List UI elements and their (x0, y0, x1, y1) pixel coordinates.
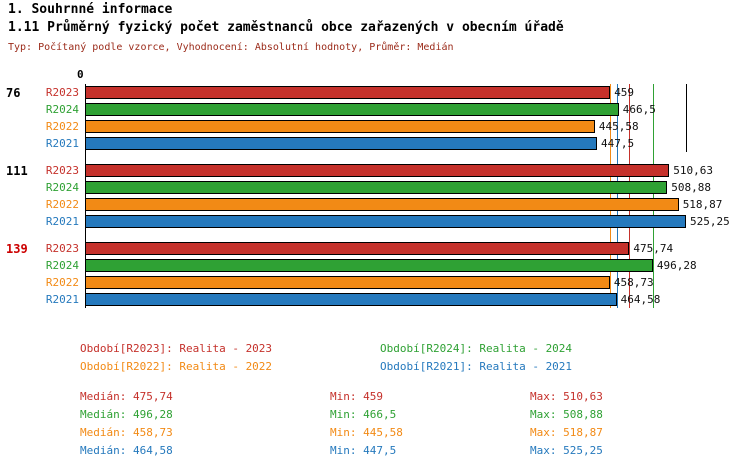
legend-item: Období[R2023]: Realita - 2023 (80, 342, 273, 355)
stat-min: Min: 459 (330, 390, 383, 403)
bar-row: R2024 466,5 (0, 101, 750, 118)
bar-track: 518,87 (85, 196, 722, 213)
bar-row: R2024 508,88 (0, 179, 750, 196)
group-label: 76 (6, 86, 21, 100)
bar-value-label: 447,5 (601, 137, 635, 150)
series-label: R2024 (45, 259, 79, 272)
bar (85, 86, 611, 99)
bar (85, 293, 617, 306)
bar (85, 215, 686, 228)
stat-min: Min: 447,5 (330, 444, 397, 457)
group-label: 111 (6, 164, 28, 178)
y-axis-line (85, 84, 86, 308)
bar (85, 276, 610, 289)
bar-group: 139 R2023 475,74 R2024 496,28 R2022 458,73 R202… (0, 240, 750, 308)
stat-max: Max: 518,87 (530, 426, 603, 439)
bar (85, 259, 653, 272)
bar (85, 242, 630, 255)
series-label: R2024 (45, 103, 79, 116)
group-label: 139 (6, 242, 28, 256)
stats-table: Medián: 475,74 Min: 459 Max: 510,63 Medián:… (80, 390, 603, 457)
bar-track: 510,63 (85, 162, 713, 179)
bar-value-label: 518,87 (682, 198, 723, 211)
bar (85, 198, 679, 211)
bar-value-label: 458,73 (613, 276, 654, 289)
bar-group: 76 R2023 459 R2024 466,5 R2022 445,58 R2021 447,… (0, 84, 750, 152)
bar-track: 458,73 (85, 274, 686, 291)
bar-chart: 0 76 R2023 459 R2024 466,5 R2022 445,58 R2021 44… (0, 68, 750, 330)
bar-track: 445,58 (85, 118, 686, 135)
bar-value-label: 510,63 (673, 164, 714, 177)
series-label: R2023 (45, 164, 79, 177)
bar (85, 164, 670, 177)
bar-track: 525,25 (85, 213, 730, 230)
stat-median: Medián: 475,74 (80, 390, 173, 403)
stat-min: Min: 445,58 (330, 426, 403, 439)
bar (85, 137, 598, 150)
series-label: R2022 (45, 120, 79, 133)
stat-min: Min: 466,5 (330, 408, 397, 421)
bar-value-label: 466,5 (622, 103, 656, 116)
report-subtitle: 1.11 Průměrný fyzický počet zaměstnanců … (8, 20, 564, 35)
bar-row: R2021 464,58 (0, 291, 750, 308)
bar-row: R2022 458,73 (0, 274, 750, 291)
bar (85, 103, 619, 116)
median-marker-line (616, 84, 618, 308)
bar-value-label: 445,58 (598, 120, 639, 133)
legend-item: Období[R2022]: Realita - 2022 (80, 360, 273, 373)
bar-row: R2023 510,63 (0, 162, 750, 179)
bar-row: R2022 518,87 (0, 196, 750, 213)
legend: Období[R2023]: Realita - 2023 Období[R202… (80, 342, 572, 373)
bar-value-label: 525,25 (690, 215, 730, 228)
bar-value-label: 459 (614, 86, 635, 99)
series-label: R2021 (45, 293, 79, 306)
bar-value-label: 464,58 (620, 293, 661, 306)
bar-row: R2022 445,58 (0, 118, 750, 135)
stat-median: Medián: 464,58 (80, 444, 173, 457)
median-marker-line (652, 84, 654, 308)
stat-max: Max: 508,88 (530, 408, 603, 421)
stat-max: Max: 525,25 (530, 444, 603, 457)
bar-row: R2021 447,5 (0, 135, 750, 152)
bar-track: 464,58 (85, 291, 686, 308)
bar-group: 111 R2023 510,63 R2024 508,88 R2022 518,87 R202… (0, 162, 750, 230)
series-label: R2023 (45, 242, 79, 255)
report-meta-line: Typ: Počítaný podle vzorce, Vyhodnocení:… (8, 42, 454, 53)
bar-track: 459 (85, 84, 686, 101)
axis-max-line (686, 84, 687, 152)
series-label: R2022 (45, 198, 79, 211)
report-title: 1. Souhrnné informace (8, 2, 173, 17)
bar-track: 496,28 (85, 257, 697, 274)
legend-item: Období[R2024]: Realita - 2024 (380, 342, 573, 355)
bar-row: R2023 475,74 (0, 240, 750, 257)
legend-item: Období[R2021]: Realita - 2021 (380, 360, 573, 373)
stat-median: Medián: 458,73 (80, 426, 173, 439)
bar-track: 508,88 (85, 179, 711, 196)
bar-groups: 76 R2023 459 R2024 466,5 R2022 445,58 R2021 447,… (0, 84, 750, 318)
stat-max: Max: 510,63 (530, 390, 603, 403)
series-label: R2023 (45, 86, 79, 99)
bar (85, 120, 595, 133)
bar-track: 475,74 (85, 240, 686, 257)
bar-row: R2023 459 (0, 84, 750, 101)
series-label: R2024 (45, 181, 79, 194)
bar-value-label: 508,88 (671, 181, 712, 194)
marker-lines-layer (85, 84, 687, 308)
series-label: R2022 (45, 276, 79, 289)
axis-zero-label: 0 (77, 68, 84, 81)
median-marker-line (629, 84, 631, 308)
series-label: R2021 (45, 137, 79, 150)
bar-row: R2021 525,25 (0, 213, 750, 230)
stat-median: Medián: 496,28 (80, 408, 173, 421)
bar-value-label: 475,74 (633, 242, 674, 255)
median-marker-line (609, 84, 611, 308)
bar-track: 466,5 (85, 101, 686, 118)
bar (85, 181, 668, 194)
bar-track: 447,5 (85, 135, 686, 152)
bar-row: R2024 496,28 (0, 257, 750, 274)
bar-value-label: 496,28 (656, 259, 697, 272)
series-label: R2021 (45, 215, 79, 228)
